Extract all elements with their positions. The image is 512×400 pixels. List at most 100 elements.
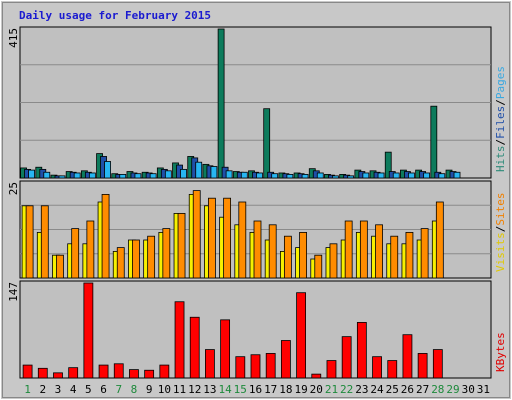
bar-kbytes-kbytes-day-21	[326, 360, 337, 379]
x-tick-label-15: 15	[234, 383, 247, 396]
y-max-label-hits: 415	[7, 28, 20, 48]
x-tick-label-4: 4	[70, 383, 77, 396]
y-max-label-kbytes: 147	[7, 282, 20, 302]
bar-hits-pages-day-11	[180, 168, 187, 179]
bar-hits-pages-day-5	[88, 172, 96, 179]
bar-visits-sites-day-18	[283, 235, 292, 279]
bar-hits-pages-day-20	[316, 172, 324, 179]
bar-hits-pages-day-27	[423, 172, 431, 179]
side-legend-item: /	[494, 226, 507, 233]
x-tick-label-6: 6	[100, 383, 107, 396]
bar-kbytes-kbytes-day-26	[402, 334, 413, 379]
bar-visits-sites-day-20	[314, 254, 323, 279]
bar-visits-sites-day-14	[223, 197, 232, 279]
bar-kbytes-kbytes-day-5	[83, 282, 94, 379]
bar-hits-pages-day-9	[149, 173, 157, 179]
side-legend-visits: Visits/Sites	[494, 193, 507, 273]
bar-hits-pages-day-21	[332, 175, 339, 179]
side-legend-item: /	[494, 139, 507, 146]
side-legend-item: Sites	[494, 193, 507, 226]
bar-kbytes-kbytes-day-7	[113, 363, 124, 379]
x-tick-label-23: 23	[355, 383, 368, 396]
bar-kbytes-kbytes-day-23	[356, 322, 367, 379]
x-tick-label-1: 1	[24, 383, 31, 396]
side-legend-item: /	[494, 99, 507, 106]
x-tick-label-7: 7	[115, 383, 122, 396]
bar-kbytes-kbytes-day-12	[189, 316, 200, 379]
bar-kbytes-kbytes-day-6	[98, 364, 109, 379]
bar-kbytes-kbytes-day-4	[68, 367, 79, 379]
bar-hits-pages-day-23	[362, 172, 370, 179]
side-legend-item: KBytes	[494, 332, 507, 372]
bar-visits-sites-day-2	[40, 205, 49, 279]
bar-visits-sites-day-11	[177, 212, 186, 279]
bar-visits-sites-day-26	[405, 231, 414, 279]
bar-kbytes-kbytes-day-20	[311, 373, 322, 379]
x-tick-label-31: 31	[477, 383, 490, 396]
bar-hits-pages-day-24	[377, 172, 385, 179]
bar-kbytes-kbytes-day-13	[205, 349, 215, 379]
bar-visits-sites-day-19	[299, 231, 307, 279]
bar-hits-pages-day-28	[438, 173, 446, 179]
bar-hits-pages-day-6	[104, 161, 111, 179]
bar-visits-sites-day-24	[375, 224, 383, 279]
x-tick-label-20: 20	[310, 383, 323, 396]
bar-visits-sites-day-4	[71, 228, 80, 279]
panel-visits: 25 Visits/Sites	[7, 180, 507, 279]
bar-visits-sites-day-1	[25, 205, 34, 279]
bar-kbytes-kbytes-day-25	[387, 360, 398, 379]
bar-hits-pages-day-26	[408, 172, 415, 179]
bar-visits-sites-day-7	[116, 247, 125, 279]
bar-visits-sites-day-16	[253, 220, 262, 279]
bar-hits-pages-day-22	[347, 175, 355, 179]
bar-hits-pages-day-4	[73, 172, 81, 179]
x-tick-label-2: 2	[39, 383, 46, 396]
bar-hits-pages-day-8	[134, 173, 142, 179]
bar-hits-pages-day-18	[286, 174, 294, 179]
bar-kbytes-kbytes-day-14	[220, 319, 231, 379]
x-tick-label-5: 5	[85, 383, 92, 396]
bar-kbytes-kbytes-day-19	[296, 292, 306, 379]
x-tick-label-27: 27	[416, 383, 429, 396]
x-tick-label-18: 18	[279, 383, 292, 396]
bar-visits-sites-day-12	[192, 190, 201, 279]
x-tick-label-8: 8	[131, 383, 138, 396]
bar-visits-sites-day-27	[420, 228, 429, 279]
x-tick-label-16: 16	[249, 383, 262, 396]
bar-visits-sites-day-10	[162, 228, 171, 279]
x-axis-labels: 1 2 3 4 5 6 7 8 9 10 11 12 13 14 15 16 17 18 19 20 21 22 23 24 2…	[24, 383, 490, 396]
y-max-label-visits: 25	[7, 182, 20, 195]
x-tick-label-22: 22	[340, 383, 353, 396]
x-tick-label-28: 28	[431, 383, 444, 396]
bar-hits-pages-day-19	[301, 174, 309, 179]
bar-kbytes-kbytes-day-17	[265, 353, 276, 379]
bar-hits-hits-day-28	[430, 105, 438, 179]
bar-visits-sites-day-6	[101, 193, 110, 279]
chart-title: Daily usage for February 2015	[19, 9, 211, 22]
bar-visits-sites-day-15	[238, 201, 247, 279]
side-legend-item: Pages	[494, 66, 507, 99]
bar-hits-pages-day-2	[43, 171, 51, 179]
x-tick-label-30: 30	[462, 383, 475, 396]
bar-hits-pages-day-16	[256, 172, 263, 179]
x-tick-label-14: 14	[218, 383, 232, 396]
side-legend-item: Files	[494, 106, 507, 139]
side-legend-kbytes: KBytes	[494, 332, 507, 372]
bar-kbytes-kbytes-day-27	[417, 353, 428, 379]
bar-visits-sites-day-23	[359, 220, 368, 279]
side-legend-item: Hits	[494, 146, 507, 173]
bar-kbytes-kbytes-day-22	[341, 336, 352, 379]
bar-hits-hits-day-25	[384, 151, 392, 179]
bar-kbytes-kbytes-day-10	[159, 364, 170, 379]
x-tick-label-19: 19	[294, 383, 307, 396]
x-tick-label-9: 9	[146, 383, 153, 396]
bar-hits-pages-day-15	[240, 171, 248, 179]
bar-kbytes-kbytes-day-16	[250, 354, 261, 379]
bar-hits-pages-day-12	[195, 161, 203, 179]
bar-kbytes-kbytes-day-15	[235, 356, 246, 379]
x-tick-label-25: 25	[386, 383, 399, 396]
x-tick-label-24: 24	[370, 383, 384, 396]
bar-kbytes-kbytes-day-8	[129, 369, 139, 379]
bar-kbytes-kbytes-day-11	[174, 301, 185, 379]
